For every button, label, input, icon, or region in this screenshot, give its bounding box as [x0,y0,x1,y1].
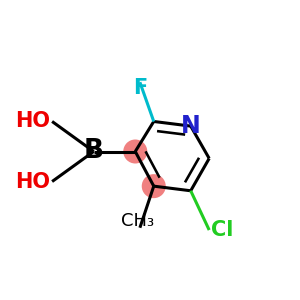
Text: N: N [181,114,201,138]
Text: HO: HO [15,172,50,191]
Circle shape [123,140,147,164]
Text: F: F [133,78,147,98]
Text: CH₃: CH₃ [121,212,154,230]
Text: Cl: Cl [212,220,234,240]
Text: HO: HO [15,112,50,131]
Text: B: B [84,139,104,164]
Circle shape [142,174,166,198]
